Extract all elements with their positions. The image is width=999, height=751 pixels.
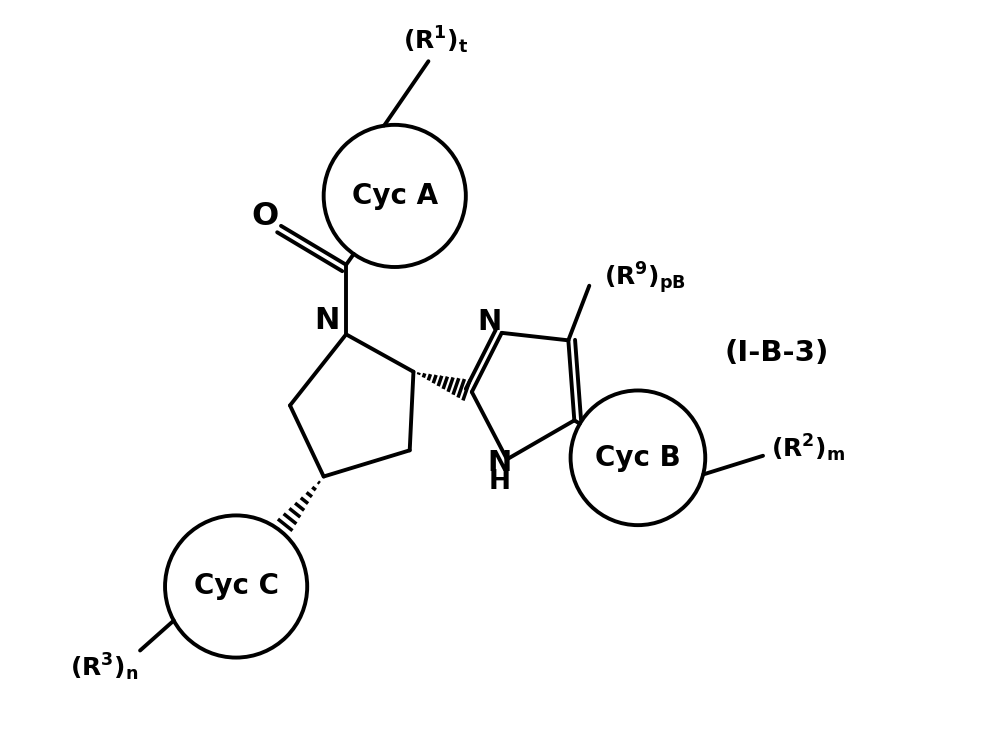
Text: N: N [478, 308, 501, 336]
Text: (I-B-3): (I-B-3) [724, 339, 828, 367]
Text: Cyc B: Cyc B [595, 444, 680, 472]
Text: Cyc A: Cyc A [352, 182, 438, 210]
Text: $\mathbf{(R^2)_m}$: $\mathbf{(R^2)_m}$ [771, 433, 845, 464]
Text: N: N [488, 449, 511, 477]
Text: $\mathbf{(R^3)_n}$: $\mathbf{(R^3)_n}$ [70, 651, 139, 683]
Text: H: H [489, 469, 510, 495]
Text: O: O [251, 201, 278, 232]
Text: $\mathbf{(R^9)_{pB}}$: $\mathbf{(R^9)_{pB}}$ [604, 261, 686, 296]
Text: $\mathbf{(R^1)_t}$: $\mathbf{(R^1)_t}$ [404, 25, 469, 56]
Text: N: N [315, 306, 340, 336]
Text: Cyc C: Cyc C [194, 572, 279, 601]
